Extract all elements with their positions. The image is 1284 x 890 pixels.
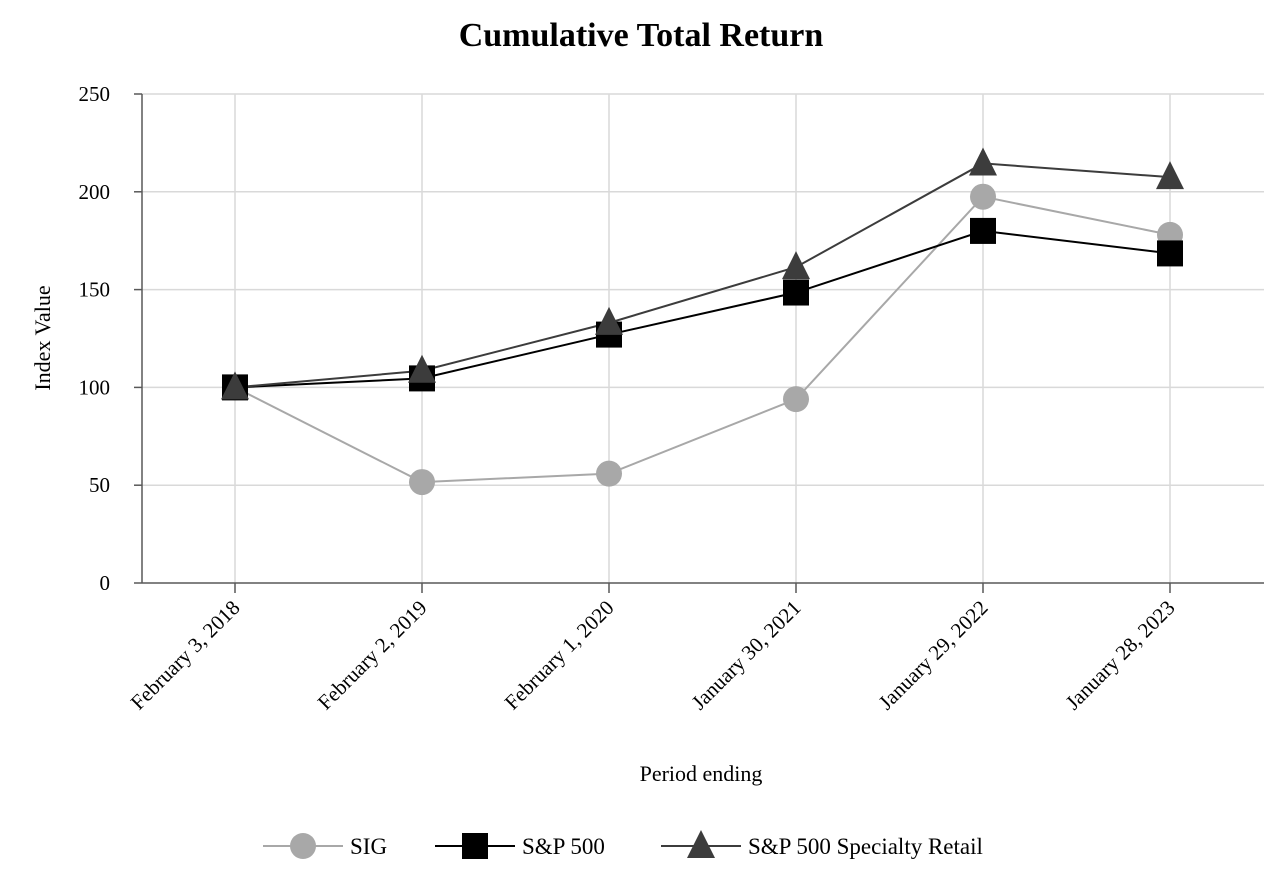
- series-line-0: [234, 195, 1171, 484]
- legend-item: S&P 500: [435, 833, 605, 859]
- legend-marker-triangle: [687, 830, 715, 858]
- legend-label: S&P 500 Specialty Retail: [748, 834, 983, 859]
- x-tick-label: January 29, 2022: [874, 596, 993, 715]
- data-point-triangle: [595, 306, 623, 335]
- legend-item: S&P 500 Specialty Retail: [661, 830, 983, 859]
- gridlines: [142, 93, 1264, 583]
- data-point-square: [970, 217, 996, 244]
- series-line-1: [234, 229, 1171, 389]
- x-tick-label: February 3, 2018: [126, 596, 245, 715]
- data-point-triangle: [221, 371, 249, 400]
- data-point-circle: [970, 183, 996, 210]
- data-point-square: [783, 279, 809, 306]
- axes: [134, 93, 1264, 593]
- legend-marker-circle: [290, 833, 316, 859]
- data-point-circle: [409, 469, 435, 496]
- x-tick-label: February 1, 2020: [500, 596, 619, 715]
- series-lines: [234, 162, 1171, 484]
- y-tick-label: 250: [79, 82, 111, 106]
- data-point-circle: [596, 460, 622, 487]
- legend-marker-square: [462, 833, 488, 859]
- x-tick-labels: February 3, 2018 February 2, 2019 February…: [126, 596, 1180, 715]
- legend-item: SIG: [263, 833, 387, 859]
- y-tick-label: 0: [100, 571, 111, 595]
- x-tick-label: January 28, 2023: [1061, 596, 1180, 715]
- data-point-circle: [783, 386, 809, 413]
- series-line-2: [234, 162, 1171, 389]
- x-tick-label: February 2, 2019: [313, 596, 432, 715]
- y-tick-label: 50: [89, 473, 110, 497]
- data-point-triangle: [1156, 161, 1184, 190]
- data-point-triangle: [408, 354, 436, 383]
- legend: SIG S&P 500 S&P 500 Specialty Retail: [263, 830, 983, 859]
- chart-title: Cumulative Total Return: [459, 17, 824, 54]
- y-tick-label: 200: [79, 180, 111, 204]
- legend-label: SIG: [350, 834, 387, 859]
- data-point-square: [1157, 240, 1183, 267]
- data-point-triangle: [782, 251, 810, 280]
- data-point-triangle: [969, 147, 997, 176]
- legend-label: S&P 500: [522, 834, 605, 859]
- x-axis-label: Period ending: [640, 761, 763, 786]
- y-tick-label: 100: [79, 375, 111, 399]
- y-tick-labels: 0 50 100 150 200 250: [79, 82, 111, 595]
- x-tick-label: January 30, 2021: [687, 596, 806, 715]
- y-axis-label: Index Value: [30, 285, 55, 390]
- y-tick-label: 150: [79, 278, 111, 302]
- series-markers: [221, 147, 1184, 496]
